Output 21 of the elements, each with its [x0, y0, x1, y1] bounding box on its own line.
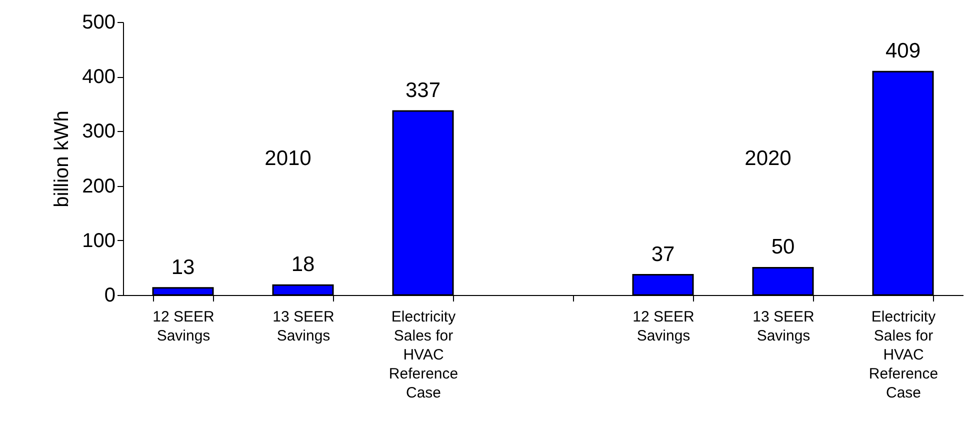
x-tick-label: 12 SEER Savings [632, 308, 695, 344]
data-label: 50 [771, 236, 795, 259]
y-tick-label: 100 [82, 230, 116, 252]
y-tick-label: 400 [82, 66, 116, 88]
data-label: 409 [885, 40, 921, 63]
y-tick-label: 300 [82, 120, 116, 143]
y-axis-title: billion kWh [51, 110, 74, 208]
data-label: 13 [171, 256, 195, 279]
x-tick-label: 12 SEER Savings [152, 308, 215, 344]
data-label: 18 [291, 253, 315, 276]
data-label: 337 [405, 79, 441, 102]
data-label: 37 [651, 242, 675, 266]
annotation: 2010 [264, 147, 312, 170]
annotation: 2020 [744, 147, 792, 170]
x-tick-label: 13 SEER Savings [752, 308, 815, 344]
x-tick-label: Electricity Sales for HVAC Reference Case [868, 308, 938, 402]
x-tick-label: 13 SEER Savings [272, 308, 335, 344]
y-tick-label: 200 [82, 175, 116, 198]
y-tick-label: 0 [104, 284, 116, 306]
y-tick-label: 500 [82, 12, 116, 34]
x-tick-label: Electricity Sales for HVAC Reference Case [388, 308, 458, 402]
